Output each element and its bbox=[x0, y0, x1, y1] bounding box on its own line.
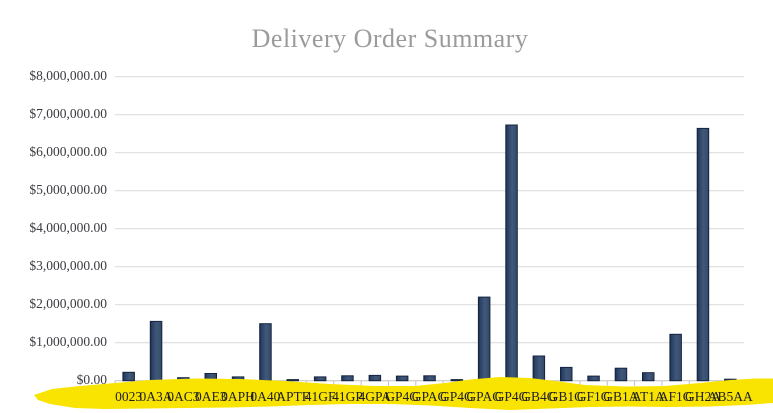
x-tick-label: 41GP bbox=[332, 389, 363, 404]
x-tick-label: 4GPA bbox=[358, 389, 392, 404]
bar bbox=[149, 320, 163, 382]
x-tick-label: GPAG bbox=[411, 389, 448, 404]
x-tick-label: AF1G bbox=[658, 389, 693, 404]
y-tick-label: $1,000,000.00 bbox=[29, 334, 107, 350]
bar bbox=[505, 124, 518, 382]
bar bbox=[669, 333, 682, 382]
y-tick-label: $0.00 bbox=[76, 372, 107, 388]
bar bbox=[341, 375, 354, 382]
y-tick-label: $7,000,000.00 bbox=[29, 106, 107, 122]
x-tick-label: GB4G bbox=[521, 389, 557, 404]
x-tick-label: GPAG bbox=[466, 389, 502, 404]
bar bbox=[560, 366, 573, 382]
y-tick-label: $5,000,000.00 bbox=[29, 182, 107, 198]
y-tick-label: $4,000,000.00 bbox=[29, 220, 107, 236]
bar bbox=[122, 371, 135, 382]
x-tick-label: GB1G bbox=[548, 389, 584, 404]
y-tick-label: $2,000,000.00 bbox=[29, 296, 107, 312]
bar bbox=[423, 375, 436, 382]
x-tick-label: 41GF bbox=[304, 389, 336, 404]
highlighter-stroke bbox=[34, 377, 773, 410]
x-tick-label: 0023 bbox=[115, 389, 143, 404]
bar bbox=[477, 296, 491, 382]
x-tick-label: 0A3A bbox=[139, 389, 173, 404]
bar bbox=[642, 372, 655, 382]
bar bbox=[313, 376, 327, 382]
x-tick-label: GH2A bbox=[684, 389, 721, 404]
bar bbox=[532, 355, 546, 382]
x-tick-label: GB1A bbox=[603, 389, 639, 404]
chart-title: Delivery Order Summary bbox=[251, 24, 529, 53]
x-tick-label: AB5AA bbox=[707, 389, 753, 404]
y-tick-label: $6,000,000.00 bbox=[29, 144, 107, 160]
x-tick-label: AT1A bbox=[631, 389, 665, 404]
bar bbox=[614, 367, 628, 382]
x-tick-label: 0A40 bbox=[250, 389, 281, 404]
x-tick-label: GP4G bbox=[494, 389, 529, 404]
x-tick-label: 0AE3 bbox=[194, 389, 227, 404]
x-tick-label: GP4G bbox=[385, 389, 420, 404]
x-tick-label: GP4G bbox=[439, 389, 474, 404]
bar-series bbox=[122, 124, 737, 382]
bar bbox=[259, 323, 272, 382]
x-tick-label: APTF bbox=[276, 389, 310, 404]
x-tick-label: 0APH bbox=[221, 389, 255, 404]
x-tick-label: 0AC3 bbox=[167, 389, 200, 404]
y-tick-label: $8,000,000.00 bbox=[29, 68, 107, 84]
bar bbox=[286, 379, 299, 382]
x-tick-label: GF1G bbox=[576, 389, 611, 404]
gridlines bbox=[115, 76, 744, 344]
bar bbox=[696, 127, 710, 382]
bar bbox=[395, 375, 409, 382]
bar bbox=[368, 374, 382, 382]
bar bbox=[587, 375, 600, 382]
y-tick-label: $3,000,000.00 bbox=[29, 258, 107, 274]
bar bbox=[450, 379, 464, 382]
